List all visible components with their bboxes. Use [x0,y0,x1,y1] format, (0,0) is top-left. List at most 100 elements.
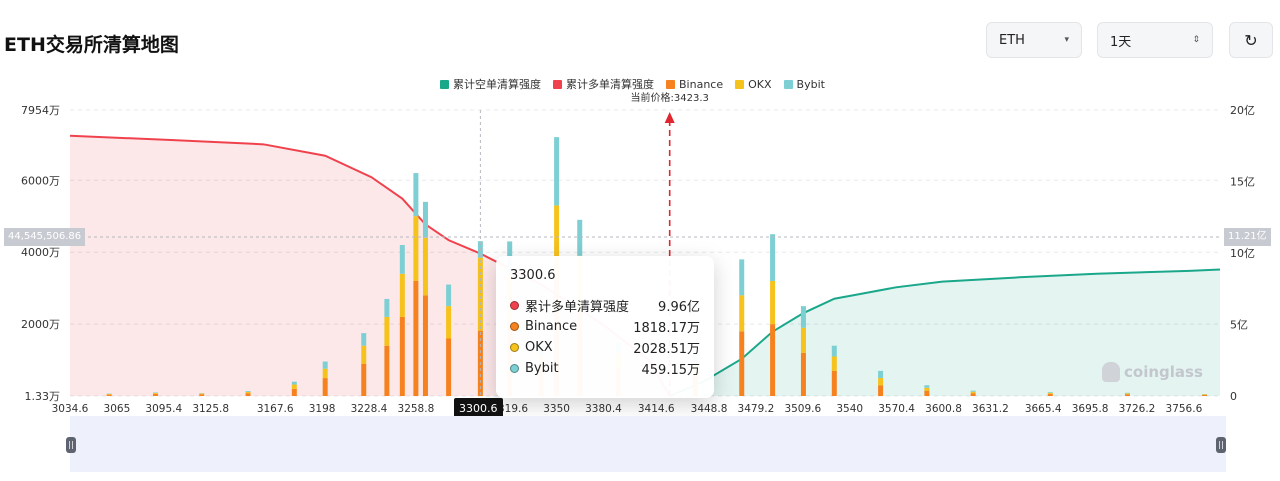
tooltip-label: OKX [525,340,553,355]
bar-okx [422,237,428,296]
bar-okx [770,280,776,325]
bar-okx [477,257,483,331]
legend-label-short: 累计空单清算强度 [453,78,541,91]
bar-binance [245,393,251,396]
bar-bybit [800,306,806,328]
short-cumulative-area [669,269,1220,396]
bar-binance [361,363,367,396]
bar-okx [1047,392,1053,394]
bar-bybit [152,392,158,393]
tooltip-price: 3300.6 [510,268,556,283]
y-right-tick-label: 20亿 [1230,104,1255,117]
y-left-tick-label: 7954万 [21,104,60,117]
x-tick-label: 3726.2 [1119,403,1156,415]
y-left-tick-label: 6000万 [21,174,60,187]
bar-binance [322,378,328,396]
bar-bybit [361,333,367,346]
refresh-button[interactable]: ↻ [1229,22,1273,58]
bar-okx [199,393,205,395]
bar-bybit [1047,392,1053,393]
bar-binance [199,394,205,396]
bar-binance [831,370,837,396]
bar-bybit [577,219,583,256]
bar-binance [924,390,930,396]
y-right-tick-label: 10亿 [1230,247,1255,260]
legend-label-okx: OKX [748,77,772,91]
bar-okx [361,345,367,364]
y-right-tick-label: 5亿 [1230,319,1248,332]
bar-binance [291,388,297,396]
bar-okx [446,306,452,339]
bar-binance [1124,394,1130,396]
x-tick-label: 3756.6 [1166,403,1203,415]
coinglass-logo-icon [1102,362,1120,382]
legend-item-bybit[interactable]: Bybit [783,78,825,91]
bar-bybit [770,234,776,281]
bar-bybit [384,298,390,317]
bar-okx [831,356,837,371]
bar-bybit [924,385,930,388]
y-left-tick-label: 1.33万 [25,390,61,403]
y-left-tick-label: 4000万 [21,246,60,259]
legend-item-okx[interactable]: OKX [735,77,772,91]
time-range-value: 1天 [1110,34,1132,50]
bar-okx [554,205,560,278]
updown-arrows-icon: ⇕ [1192,35,1200,45]
tooltip-value: 1818.17万 [633,321,700,336]
tooltip-row: Binance 1818.17万 [510,316,700,337]
tooltip-row: OKX 2028.51万 [510,337,700,358]
x-tick-label: 3695.8 [1072,403,1109,415]
bar-okx [1202,394,1208,395]
legend-swatch-long [553,79,562,89]
bar-bybit [878,370,884,379]
bar-okx [291,384,297,389]
zoom-handle-right[interactable]: || [1216,437,1226,453]
tooltip-value: 2028.51万 [633,342,700,357]
bar-bybit [1124,392,1130,394]
legend-item-binance[interactable]: Binance [666,78,723,91]
legend-item-short[interactable]: 累计空单清算强度 [440,76,541,92]
tooltip-dot-long [510,301,519,310]
chevron-down-icon: ▾ [1064,35,1069,45]
x-tick-label: 3228.4 [351,403,388,415]
bar-okx [384,316,390,346]
bar-okx [399,273,405,317]
x-tick-label: 3095.4 [145,403,182,415]
bar-bybit [399,245,405,274]
bar-okx [106,393,112,395]
tooltip-dot-binance [510,322,519,331]
coin-select[interactable]: ETH ▾ [986,22,1082,58]
zoom-handle-left[interactable]: || [66,437,76,453]
x-tick-label: 3198 [309,403,336,415]
bar-binance [413,280,419,396]
tooltip-row: 累计多单清算强度 9.96亿 [510,295,700,316]
time-range-select[interactable]: 1天 ⇕ [1097,22,1213,58]
cursor-left-axis-value: 44,545,506.86 [4,228,86,246]
bar-okx [739,295,745,332]
current-price-arrow [664,112,675,123]
bar-okx [413,216,419,281]
legend-swatch-bybit [783,79,793,89]
bar-okx [322,368,328,379]
x-tick-label: 3631.2 [972,403,1009,415]
zoom-slider-track[interactable] [70,416,1226,472]
tooltip-label: 累计多单清算强度 [525,300,630,315]
bar-okx [800,327,806,353]
tooltip-label: Binance [525,319,578,334]
page-title: ETH交易所清算地图 [4,34,179,56]
tooltip-label: Bybit [525,361,559,376]
bar-bybit [446,284,452,307]
bar-okx [1124,393,1130,395]
x-tick-label: 3125.8 [192,403,229,415]
x-tick-label: 3167.6 [257,403,294,415]
x-tick-label: 3034.6 [52,403,89,415]
bar-bybit [291,381,297,385]
bar-bybit [413,173,419,217]
legend-item-long[interactable]: 累计多单清算强度 [553,76,654,92]
cursor-right-axis-value: 11.21亿 [1224,228,1271,246]
current-price-label: 当前价格:3423.3 [631,91,709,104]
x-tick-label: 3448.8 [691,403,728,415]
bar-binance [422,295,428,396]
watermark-text: coinglass [1124,363,1203,381]
